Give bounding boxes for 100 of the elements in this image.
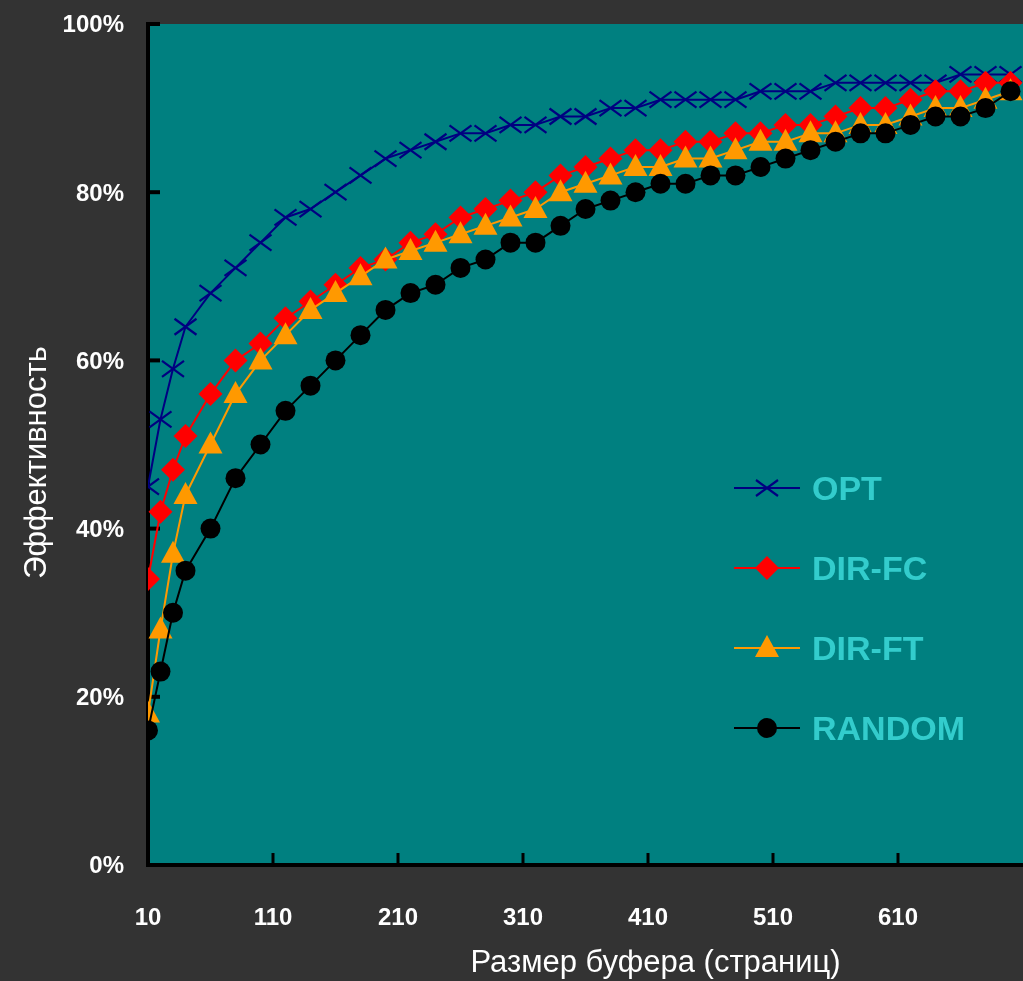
x-tick-label: 410 <box>627 903 669 930</box>
point <box>373 149 398 168</box>
point <box>198 431 223 454</box>
point <box>725 165 746 186</box>
x-tick-label: 510 <box>752 903 794 930</box>
x-tick-label: 10 <box>134 903 162 930</box>
point <box>573 170 598 193</box>
point <box>598 146 623 171</box>
point <box>348 166 373 185</box>
point <box>875 123 896 144</box>
point <box>575 199 596 220</box>
point <box>161 540 185 563</box>
point <box>650 173 671 194</box>
point <box>523 196 548 219</box>
y-axis-title: Эффективность <box>18 346 53 579</box>
x-tick-label: 210 <box>377 903 419 930</box>
y-tick-label: 60% <box>75 346 124 374</box>
point <box>161 457 185 482</box>
point <box>550 215 571 236</box>
point <box>775 148 796 169</box>
point <box>900 114 921 135</box>
point <box>200 518 221 539</box>
point <box>248 233 273 252</box>
point <box>350 325 371 346</box>
point <box>398 238 423 261</box>
point <box>673 145 698 168</box>
y-tick-label: 20% <box>75 683 124 711</box>
legend-label: RANDOM <box>812 708 965 747</box>
point <box>473 212 498 235</box>
point <box>498 188 523 213</box>
x-axis-title: Размер буфера (страниц) <box>470 944 841 979</box>
point <box>225 468 246 489</box>
point <box>275 400 296 421</box>
point <box>448 221 473 244</box>
legend-label: OPT <box>812 468 883 507</box>
point <box>973 70 998 95</box>
point <box>298 199 323 219</box>
point <box>198 284 223 303</box>
point <box>500 232 521 253</box>
point <box>425 274 446 295</box>
point <box>600 190 621 211</box>
point <box>700 165 721 186</box>
y-tick-label: 100% <box>62 10 124 38</box>
point <box>223 258 248 277</box>
point <box>173 317 198 336</box>
point <box>698 145 723 168</box>
point <box>750 156 771 177</box>
point <box>398 141 423 160</box>
point <box>925 106 946 127</box>
point <box>348 263 373 286</box>
point <box>548 179 573 202</box>
point <box>300 375 321 396</box>
point <box>248 347 273 370</box>
point <box>825 131 846 152</box>
point <box>598 162 623 185</box>
point <box>223 381 248 404</box>
point <box>525 232 546 253</box>
point <box>475 249 496 270</box>
point <box>950 106 971 127</box>
legend-label: DIR-FC <box>812 548 928 587</box>
point <box>573 154 598 179</box>
point <box>175 560 196 581</box>
point <box>375 299 396 320</box>
y-tick-label: 40% <box>75 515 124 542</box>
point <box>148 410 173 429</box>
point <box>325 350 346 371</box>
point <box>450 257 471 278</box>
point <box>423 132 448 151</box>
point <box>273 208 298 227</box>
point <box>248 331 273 356</box>
x-tick-label: 310 <box>502 903 544 930</box>
y-tick-label: 0% <box>89 851 124 879</box>
point <box>800 140 821 161</box>
x-tick-label: 110 <box>253 903 293 930</box>
point <box>323 280 348 303</box>
point <box>698 129 723 154</box>
point <box>150 661 171 682</box>
point <box>898 87 923 112</box>
point <box>148 616 173 639</box>
point <box>773 128 798 151</box>
point <box>748 128 773 151</box>
point <box>850 123 871 144</box>
point <box>625 182 646 203</box>
point <box>823 104 848 129</box>
point <box>160 359 186 378</box>
point <box>148 499 173 524</box>
point <box>250 434 271 455</box>
point <box>798 120 823 143</box>
point <box>975 98 996 119</box>
point <box>163 602 183 623</box>
point <box>173 481 198 504</box>
point <box>273 322 298 345</box>
point <box>675 173 696 194</box>
point <box>423 229 448 252</box>
point <box>773 112 798 137</box>
point <box>498 204 523 227</box>
point <box>673 129 698 154</box>
point <box>173 424 198 449</box>
y-tick-label: 80% <box>75 178 124 206</box>
point <box>298 296 323 319</box>
